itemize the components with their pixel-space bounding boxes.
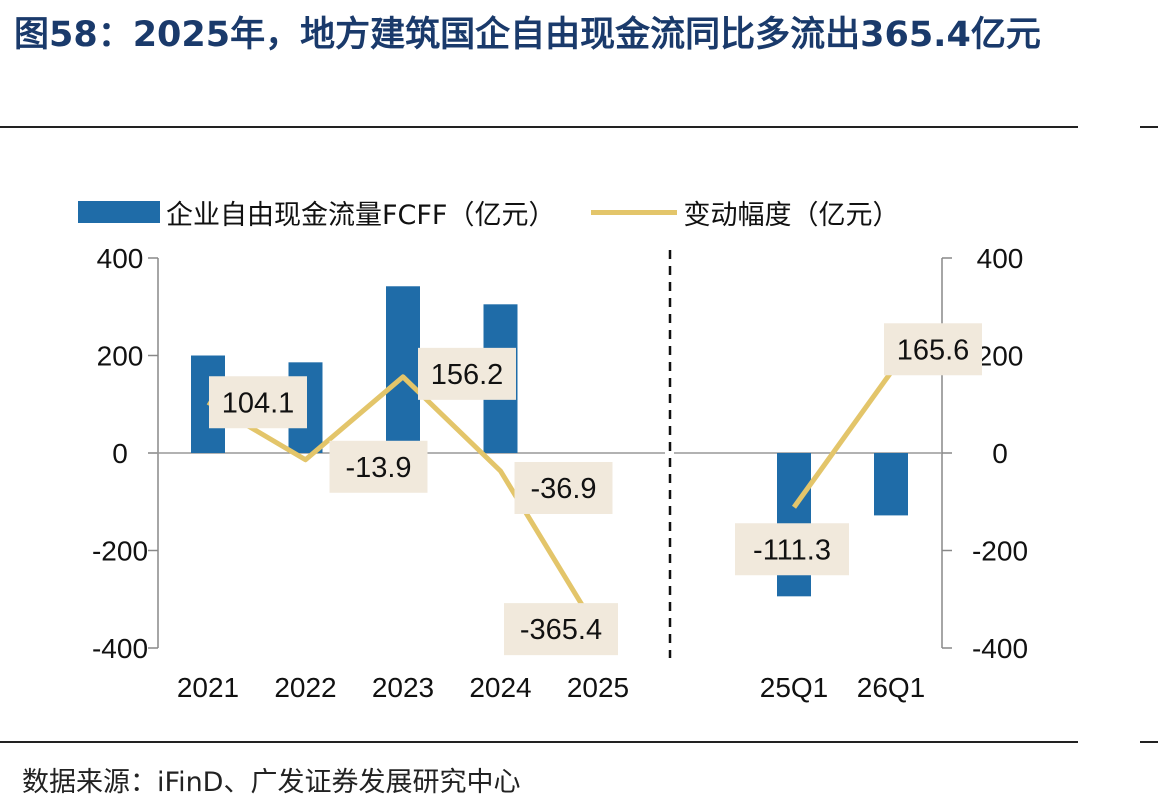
y-tick-label-annual: -400 <box>92 633 148 664</box>
x-tick-label: 2025 <box>567 672 629 703</box>
data-label-box <box>735 523 849 576</box>
data-label: -36.9 <box>530 473 596 505</box>
y-tick-label-annual: 400 <box>97 243 144 274</box>
data-label-box <box>329 440 428 493</box>
y-tick-label-quarterly: 200 <box>977 341 1024 372</box>
legend-line-label: 变动幅度（亿元） <box>683 199 900 231</box>
bar-2023 <box>386 286 420 453</box>
bar-2022 <box>288 362 323 453</box>
top-rule-right <box>1140 126 1158 128</box>
bottom-rule-right <box>1140 741 1158 743</box>
y-tick-label-annual: 200 <box>97 341 144 372</box>
x-tick-label: 2023 <box>372 672 434 703</box>
y-tick-label-quarterly: -400 <box>972 633 1028 664</box>
legend: 企业自由现金流量FCFF（亿元） 变动幅度（亿元） <box>78 192 899 232</box>
legend-line-swatch <box>591 209 678 215</box>
data-label: -365.4 <box>520 614 602 646</box>
chart-title: 图58：2025年，地方建筑国企自由现金流同比多流出365.4亿元 <box>14 15 1041 55</box>
data-label-box <box>209 376 307 429</box>
data-label: 165.6 <box>897 334 970 366</box>
data-label: 156.2 <box>431 359 504 391</box>
data-label-box <box>884 323 982 376</box>
top-rule <box>0 126 1078 128</box>
y-tick-label-annual: 0 <box>112 438 128 469</box>
bar-2024 <box>483 304 518 453</box>
bar-26Q1 <box>874 453 908 516</box>
x-tick-label: 2022 <box>274 672 336 703</box>
y-tick-label-quarterly: 400 <box>977 243 1024 274</box>
legend-bar-swatch <box>78 201 160 223</box>
legend-bar-label: 企业自由现金流量FCFF（亿元） <box>166 199 556 231</box>
data-label-box <box>504 603 618 656</box>
bar-2021 <box>191 355 225 453</box>
source-note: 数据来源：iFinD、广发证券发展研究中心 <box>22 767 521 798</box>
data-label-box <box>514 461 613 514</box>
x-tick-label: 25Q1 <box>760 672 829 703</box>
x-tick-label: 2024 <box>469 672 531 703</box>
x-tick-label: 2021 <box>177 672 239 703</box>
data-label-box <box>418 347 516 400</box>
data-label: 104.1 <box>222 387 295 419</box>
y-tick-label-quarterly: -200 <box>972 536 1028 567</box>
line-series-annual <box>206 374 601 633</box>
y-tick-label-annual: -200 <box>92 536 148 567</box>
bottom-rule <box>0 741 1078 743</box>
y-tick-label-quarterly: 0 <box>992 438 1008 469</box>
x-tick-label: 26Q1 <box>857 672 926 703</box>
data-label: -111.3 <box>753 534 831 566</box>
bar-25Q1 <box>777 453 811 597</box>
line-series-quarterly <box>791 370 894 509</box>
data-label: -13.9 <box>345 452 411 484</box>
